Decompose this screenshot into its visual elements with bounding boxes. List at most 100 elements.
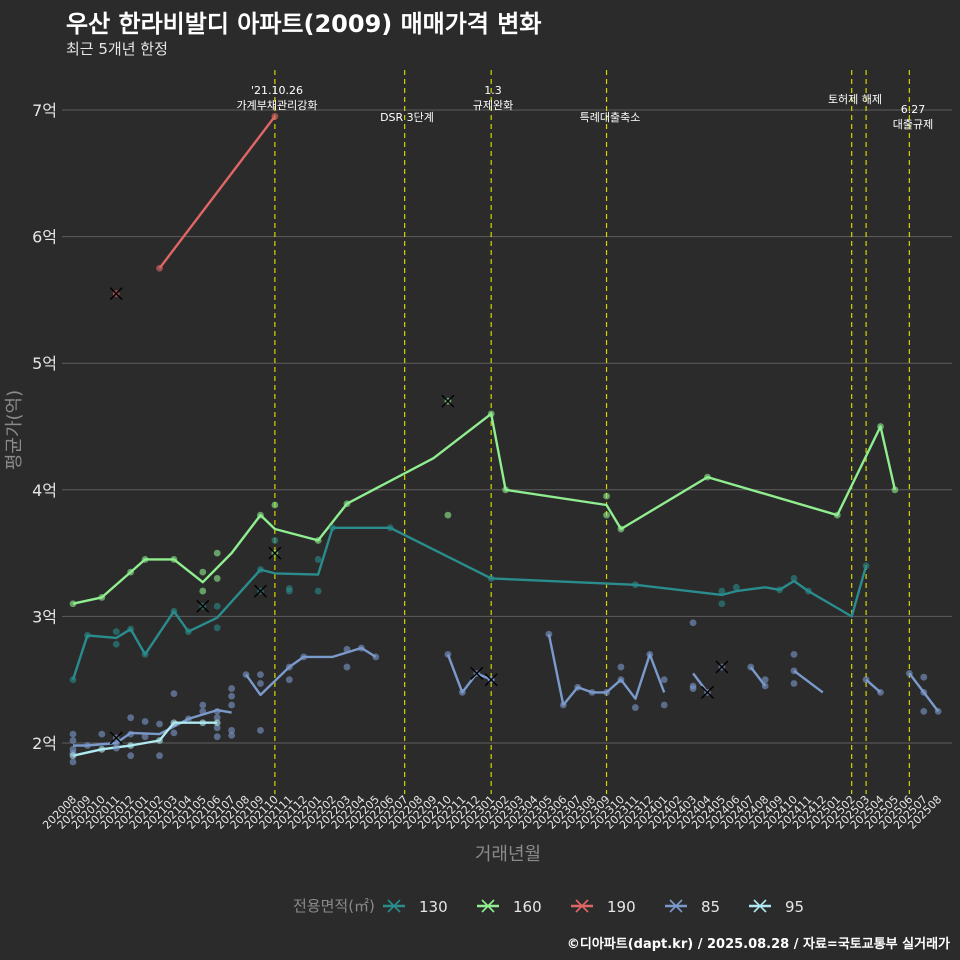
event-label: 6.27 대출규제 (893, 103, 933, 131)
data-point-85 (213, 714, 221, 722)
data-point-85 (112, 739, 120, 747)
data-point-130 (732, 583, 740, 591)
data-point-160 (69, 600, 77, 608)
y-axis-title: 평균가(억) (4, 390, 25, 470)
data-point-160 (271, 501, 279, 509)
data-point-85 (228, 726, 236, 734)
series-lines (71, 115, 940, 757)
chart-title: 우산 한라비발디 아파트(2009) 매매가격 변화 (66, 10, 542, 38)
data-point-85 (112, 744, 120, 752)
event-label-line: 6.27 (901, 103, 926, 116)
data-point-85 (300, 653, 308, 661)
data-point-85 (631, 704, 639, 711)
data-point-85 (156, 720, 163, 728)
data-point-160 (199, 587, 207, 595)
data-point-130 (257, 566, 264, 573)
data-point-160 (170, 556, 178, 563)
data-point-130 (170, 607, 178, 615)
data-point-85 (69, 737, 77, 744)
data-point-85 (574, 683, 582, 691)
data-point-85 (69, 758, 77, 766)
data-point-85 (343, 645, 351, 653)
data-point-95 (213, 719, 221, 727)
legend-label-95: 95 (785, 898, 804, 916)
series-line-85 (749, 666, 767, 687)
data-point-85 (228, 701, 236, 709)
data-point-95 (156, 737, 163, 744)
data-point-85 (920, 707, 928, 715)
series-line-85 (793, 669, 824, 694)
data-point-85 (343, 663, 351, 671)
data-point-130 (112, 640, 120, 648)
y-axis-ticks: 2억 3억 4억 5억 6억 7억 (32, 101, 57, 753)
data-point-85 (646, 650, 654, 658)
data-point-130 (141, 650, 149, 658)
legend-label-85: 85 (701, 898, 720, 916)
data-point-85 (617, 676, 625, 684)
data-point-160 (257, 511, 264, 519)
event-label: DSR 3단계 (380, 111, 434, 124)
data-point-130 (127, 625, 135, 633)
source-caption: ©디아파트(dapt.kr) / 2025.08.28 / 자료=국토교통부 실… (566, 937, 950, 952)
event-label: '21.10.26 가계부채관리강화 (237, 84, 318, 112)
data-point-190 (271, 112, 279, 120)
data-point-85 (156, 752, 163, 760)
data-point-130 (631, 581, 639, 589)
data-point-85 (372, 653, 380, 661)
data-point-95 (170, 719, 178, 727)
data-point-85 (127, 752, 135, 760)
data-point-85 (257, 671, 264, 679)
series-line-130 (71, 526, 868, 681)
data-point-130 (213, 624, 221, 632)
data-point-85 (559, 701, 567, 709)
data-point-85 (228, 685, 236, 692)
data-point-130 (213, 602, 221, 610)
data-point-160 (444, 511, 452, 519)
x-axis-title: 거래년월 (475, 844, 541, 865)
series-line-190 (158, 115, 276, 270)
data-point-85 (761, 682, 769, 690)
data-point-85 (213, 724, 221, 732)
event-label-line: 가계부채관리강화 (237, 99, 318, 112)
data-point-130 (314, 556, 322, 563)
data-point-85 (199, 707, 207, 715)
data-point-85 (862, 676, 870, 684)
legend-label-130: 130 (419, 898, 448, 916)
data-point-85 (761, 676, 769, 684)
data-point-85 (660, 676, 668, 684)
data-point-160 (343, 500, 351, 508)
data-point-160 (617, 525, 625, 533)
cross-marker-130 (253, 584, 267, 598)
data-point-85 (790, 650, 798, 658)
data-point-85 (877, 688, 884, 696)
data-point-130 (84, 631, 91, 639)
event-label: 1.3 규제완화 (473, 84, 513, 112)
data-point-160 (603, 492, 610, 500)
data-point-85 (689, 619, 697, 627)
event-label-line: 특례대출축소 (580, 111, 641, 124)
data-point-85 (285, 663, 293, 671)
data-point-85 (213, 707, 221, 715)
data-point-130 (487, 575, 495, 582)
cross-marker-85 (109, 731, 123, 745)
data-point-85 (790, 667, 798, 675)
data-point-85 (127, 730, 135, 738)
data-point-160 (487, 410, 495, 418)
data-point-85 (141, 733, 149, 741)
legend-title: 전용면적(㎡) (293, 897, 375, 915)
legend-key-cross-190 (575, 899, 589, 913)
cross-marker-85 (470, 666, 484, 680)
legend-label-190: 190 (607, 898, 636, 916)
data-points (69, 112, 942, 766)
y-tick-label: 7억 (32, 101, 57, 120)
data-point-85 (184, 715, 192, 723)
data-point-85 (617, 663, 625, 671)
event-label-line: 규제완화 (473, 99, 513, 112)
data-point-130 (285, 585, 293, 592)
data-point-130 (718, 600, 726, 608)
legend-key-cross-160 (481, 899, 495, 913)
data-point-130 (329, 524, 336, 532)
data-point-130 (314, 587, 322, 595)
grid-lines (62, 109, 952, 744)
cross-marker-85 (715, 660, 729, 674)
